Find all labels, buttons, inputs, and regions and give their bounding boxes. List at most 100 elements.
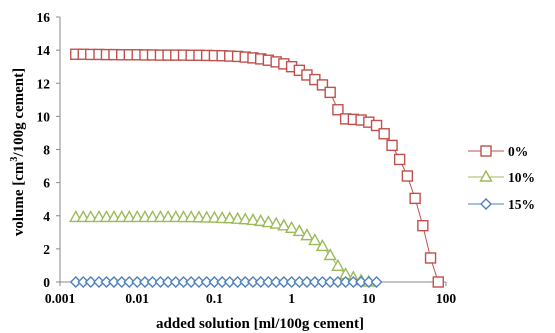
legend-item: 10% (468, 169, 535, 185)
y-tick-label: 8 (43, 143, 50, 158)
data-point (323, 248, 337, 261)
data-point (386, 139, 398, 152)
data-point (223, 276, 236, 288)
x-tick-label: 0.001 (45, 291, 76, 306)
series-10pct (69, 209, 376, 287)
series-layer (69, 48, 444, 288)
data-point (315, 238, 330, 252)
legend-marker (480, 145, 492, 157)
data-point (192, 210, 206, 223)
data-point (347, 276, 360, 288)
data-point (284, 220, 299, 234)
y-tick-label: 6 (43, 176, 50, 191)
data-point (184, 210, 198, 223)
data-point (277, 276, 290, 288)
data-point (300, 276, 313, 288)
data-point (269, 216, 283, 229)
data-point (285, 276, 298, 288)
data-point (230, 211, 245, 224)
data-point (131, 276, 144, 288)
data-point (254, 213, 268, 227)
y-axis-label: volume [cm3/100g cement] (9, 68, 27, 236)
data-point (401, 170, 414, 182)
data-point (107, 276, 120, 288)
data-point (432, 276, 444, 288)
data-point (107, 209, 121, 223)
x-tick-labels: 0.001 0.01 0.1 1 10 100 (45, 282, 457, 306)
data-point (316, 276, 329, 288)
data-point (324, 86, 336, 99)
data-point (324, 276, 337, 288)
x-tick-label: 100 (436, 291, 457, 306)
y-tick-label: 4 (43, 209, 50, 224)
data-point (393, 153, 406, 166)
data-point (208, 276, 221, 288)
legend-label: 0% (508, 144, 528, 159)
legend-item: 15% (468, 197, 535, 212)
data-point (277, 218, 291, 231)
y-tick-label: 12 (37, 76, 51, 91)
data-point (185, 276, 198, 288)
data-point (162, 276, 175, 288)
data-point (169, 276, 182, 288)
data-point (161, 209, 175, 223)
data-point (331, 258, 345, 271)
data-point (332, 104, 344, 116)
data-point (145, 209, 160, 223)
y-tick-label: 2 (43, 242, 50, 257)
data-point (246, 276, 259, 288)
data-point (207, 210, 222, 223)
y-axis-label-superscript: 3 (9, 157, 20, 162)
y-axis-label-rest: /100g cement] (11, 68, 27, 158)
legend: 0% 10% 15% (468, 144, 535, 212)
data-point (123, 276, 136, 288)
data-point (199, 210, 214, 223)
data-point (331, 276, 344, 288)
series-0pct (70, 48, 444, 288)
data-point (378, 128, 390, 140)
data-point (316, 79, 329, 91)
data-point (300, 228, 314, 241)
x-axis-label: added solution [ml/100g cement] (156, 316, 364, 332)
data-point (146, 276, 159, 288)
data-point (130, 209, 144, 223)
y-tick-label: 0 (43, 275, 50, 290)
data-point (355, 276, 368, 288)
data-point (169, 209, 183, 223)
data-point (84, 276, 97, 288)
y-tick-label: 14 (37, 43, 51, 58)
legend-item: 0% (468, 144, 528, 159)
data-point (200, 276, 213, 288)
data-point (262, 276, 275, 288)
data-point (270, 276, 283, 288)
data-point (370, 119, 383, 132)
legend-marker (479, 169, 493, 182)
y-axis-label-main: volume [cm (11, 161, 27, 236)
legend-label: 15% (508, 197, 535, 212)
y-tick-label: 16 (37, 10, 51, 25)
data-point (246, 212, 260, 226)
data-point (215, 210, 229, 224)
data-point (84, 209, 98, 223)
y-tick-labels: 0 2 4 6 8 10 12 14 16 (37, 10, 60, 290)
data-point (261, 215, 276, 228)
data-point (424, 252, 437, 264)
data-point (417, 219, 429, 232)
data-point (409, 192, 421, 205)
x-tick-label: 0.1 (206, 291, 223, 306)
legend-label: 10% (508, 170, 535, 185)
legend-marker (480, 198, 492, 210)
data-point (370, 276, 383, 288)
x-tick-label: 10 (362, 291, 376, 306)
data-point (339, 276, 352, 288)
series-0pct-line (75, 53, 439, 283)
x-tick-label: 0.01 (125, 291, 149, 306)
data-point (223, 211, 237, 224)
data-point (239, 276, 252, 288)
x-tick-label: 1 (288, 291, 295, 306)
data-point (308, 233, 322, 246)
data-point (292, 224, 307, 237)
data-point (362, 276, 375, 288)
series-15pct (69, 276, 383, 288)
